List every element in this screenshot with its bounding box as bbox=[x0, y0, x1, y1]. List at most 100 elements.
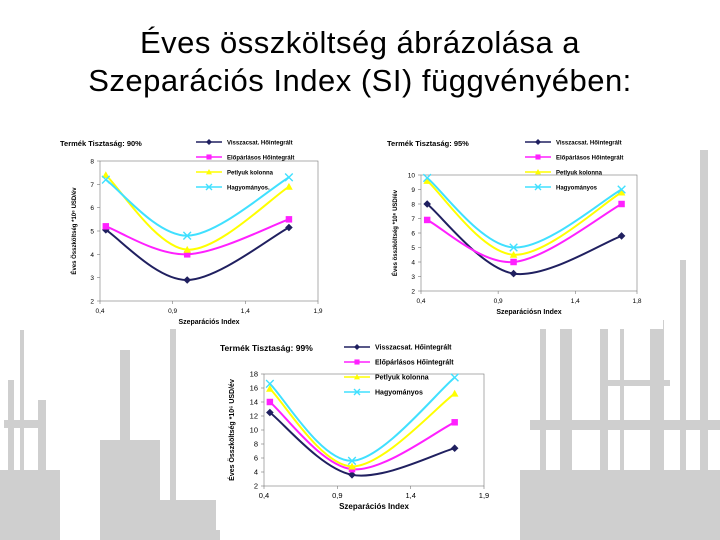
legend-marker bbox=[354, 359, 360, 365]
data-point bbox=[266, 408, 274, 417]
legend-marker bbox=[206, 139, 212, 145]
data-point bbox=[183, 276, 191, 284]
chart-purity-95: Termék Tisztaság: 95% 2 3 4 5 6 7 8 9 10 0,4 0,9 1,4… bbox=[383, 131, 663, 329]
slide-title-line-1: Éves összköltség ábrázolása a bbox=[139, 25, 581, 60]
legend-marker bbox=[535, 154, 541, 160]
legend-label: Petlyuk kolonna bbox=[375, 375, 429, 382]
chart-title: Termék Tisztaság: 90% bbox=[60, 139, 142, 148]
legend-marker bbox=[206, 154, 212, 160]
x-tick-label: 0,4 bbox=[259, 491, 269, 500]
x-tick-label: 1,4 bbox=[571, 298, 580, 305]
legend-entry: Előpárlásos Hőintegrált bbox=[525, 154, 623, 162]
x-axis-label: Szeparációsn Index bbox=[496, 309, 561, 316]
y-tick-label: 12 bbox=[250, 412, 258, 421]
y-tick-label: 4 bbox=[90, 252, 94, 259]
legend-label: Petlyuk kolonna bbox=[556, 171, 603, 177]
data-point bbox=[284, 173, 294, 182]
data-point bbox=[450, 444, 459, 452]
x-tick-label: 0,4 bbox=[416, 298, 425, 305]
x-tick-label: 1,4 bbox=[405, 491, 415, 500]
legend-marker bbox=[354, 374, 360, 380]
legend-label: Visszacsat. Hőintegrált bbox=[556, 141, 622, 147]
data-point bbox=[266, 398, 274, 406]
data-point bbox=[509, 250, 518, 258]
data-point bbox=[285, 216, 293, 223]
chart-svg: Termék Tisztaság: 99% 2 4 6 8 10 12 14 16 18 0,4 0,… bbox=[220, 343, 489, 511]
series-2 bbox=[423, 200, 625, 266]
data-point bbox=[347, 456, 357, 466]
y-tick-label: 6 bbox=[254, 454, 258, 463]
x-tick-label: 1,9 bbox=[313, 308, 322, 315]
y-tick-label: 4 bbox=[254, 468, 258, 477]
data-point bbox=[451, 419, 458, 426]
data-point bbox=[509, 243, 518, 252]
series-line bbox=[269, 387, 456, 468]
data-point bbox=[285, 182, 293, 190]
legend-label: Előpárlásos Hőintegrált bbox=[375, 360, 454, 367]
data-point bbox=[450, 389, 459, 397]
y-tick-label: 6 bbox=[90, 205, 94, 212]
slide-title-line-2: Szeparációs Index (SI) függvényében: bbox=[88, 63, 632, 98]
data-point bbox=[617, 188, 626, 196]
series-4 bbox=[422, 173, 626, 252]
y-tick-label: 2 bbox=[90, 299, 94, 306]
x-tick-label: 0,9 bbox=[332, 491, 342, 500]
legend-marker bbox=[206, 169, 212, 175]
chart-svg: Termék Tisztaság: 95% 2 3 4 5 6 7 8 9 10 0,4 0,9 1,4… bbox=[387, 139, 642, 316]
legend-entry: Hagyományos bbox=[344, 388, 423, 397]
data-point bbox=[348, 462, 356, 470]
slide-title: Éves összköltség ábrázolása a Szeparáció… bbox=[0, 24, 720, 100]
legend-entry: Petlyuk kolonna bbox=[525, 169, 603, 177]
x-axis-label: Szeparációs Index bbox=[339, 502, 409, 511]
series-1 bbox=[266, 408, 459, 479]
data-point bbox=[266, 384, 274, 392]
legend-entry: Hagyományos bbox=[525, 183, 598, 192]
legend-marker bbox=[353, 388, 361, 396]
legend-label: Visszacsat. Hőintegrált bbox=[375, 345, 452, 352]
series-1 bbox=[102, 223, 293, 284]
y-tick-label: 6 bbox=[411, 231, 415, 238]
y-tick-label: 9 bbox=[411, 187, 415, 194]
legend-marker bbox=[205, 183, 213, 191]
legend-label: Hagyományos bbox=[375, 390, 423, 397]
y-tick-label: 5 bbox=[411, 245, 415, 252]
legend-entry: Petlyuk kolonna bbox=[196, 169, 274, 177]
data-point bbox=[509, 269, 518, 278]
legend-marker bbox=[535, 169, 541, 175]
y-axis-label: Éves összköltség *10⁶ USD/év bbox=[391, 189, 399, 276]
y-tick-label: 14 bbox=[250, 398, 258, 407]
series-1 bbox=[423, 200, 626, 278]
y-tick-label: 4 bbox=[411, 260, 415, 267]
legend-label: Hagyományos. bbox=[227, 186, 270, 192]
x-tick-label: 1,9 bbox=[479, 491, 489, 500]
series-4 bbox=[265, 373, 459, 466]
y-tick-label: 8 bbox=[254, 440, 258, 449]
data-point bbox=[183, 251, 191, 258]
legend-entry: Előpárlásos Hőintegrált bbox=[196, 154, 294, 162]
chart-svg: Termék Tisztaság: 90% 2 3 4 5 6 7 8 0,4 0,9 1,4 1,9… bbox=[60, 139, 323, 326]
x-tick-label: 0,4 bbox=[95, 308, 104, 315]
legend-marker bbox=[535, 139, 541, 145]
x-tick-label: 1,8 bbox=[632, 298, 641, 305]
legend-entry: Hagyományos. bbox=[196, 183, 270, 192]
data-point bbox=[101, 175, 111, 184]
y-axis-label: Éves Összköltség *10⁶ USD/év bbox=[70, 187, 78, 275]
y-tick-label: 8 bbox=[411, 202, 415, 209]
legend-label: Visszacsat. Hőintegrált bbox=[227, 141, 293, 147]
y-tick-label: 2 bbox=[411, 289, 415, 296]
chart-purity-90: Termék Tisztaság: 90% 2 3 4 5 6 7 8 0,4 0,9 1,4 1,9… bbox=[56, 131, 332, 329]
legend-entry: Petlyuk kolonna bbox=[344, 374, 429, 382]
legend-label: Előpárlásos Hőintegrált bbox=[556, 156, 623, 162]
data-point bbox=[423, 177, 431, 184]
series-line bbox=[426, 180, 623, 256]
y-tick-label: 16 bbox=[250, 384, 258, 393]
data-point bbox=[423, 200, 431, 208]
x-axis-label: Szeparációs Index bbox=[178, 319, 239, 326]
x-tick-label: 1,4 bbox=[241, 308, 250, 315]
y-tick-label: 5 bbox=[90, 229, 94, 236]
y-tick-label: 3 bbox=[411, 274, 415, 281]
x-tick-label: 0,9 bbox=[168, 308, 177, 315]
chart-title: Termék Tisztaság: 95% bbox=[387, 139, 469, 148]
chart-purity-99: Termék Tisztaság: 99% 2 4 6 8 10 12 14 16 18 0,4 0,… bbox=[216, 336, 498, 530]
y-tick-label: 10 bbox=[250, 426, 258, 435]
